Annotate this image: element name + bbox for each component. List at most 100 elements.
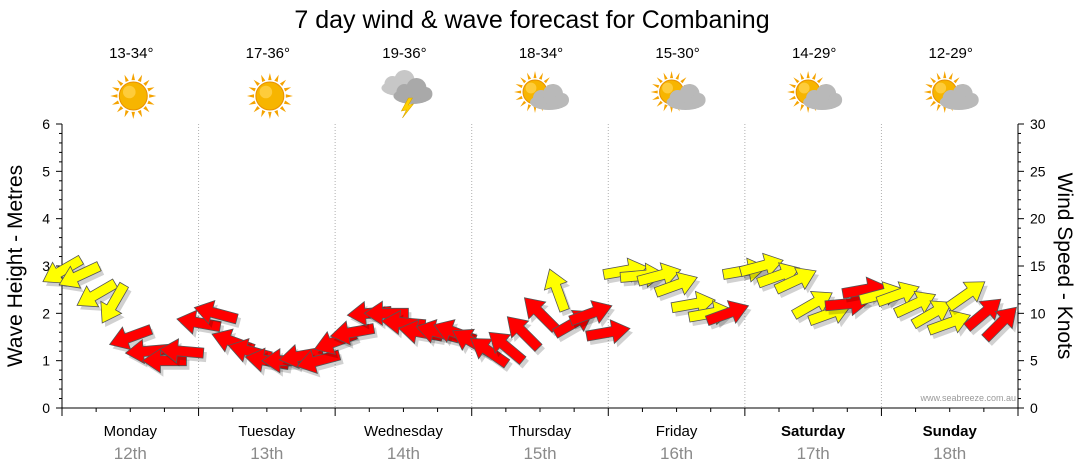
wind-arrow-shape: [363, 300, 409, 327]
date-label: 16th: [660, 444, 693, 463]
wind-arrow-shape: [543, 268, 570, 313]
temperature-row: 13-34° 17-36° 19-36° 18-34° 15-30° 14-29° 12-2…: [109, 45, 973, 62]
wind-arrow: [910, 300, 955, 333]
date-label: 17th: [797, 444, 830, 463]
day-label: Wednesday: [364, 423, 443, 440]
y-axis-label-right: Wind Speed - Knots: [1053, 173, 1076, 360]
wind-arrow: [963, 298, 1004, 336]
day-label: Tuesday: [238, 423, 295, 440]
wind-arrow: [108, 324, 156, 354]
credit-text: www.seabreeze.com.au: [919, 393, 1016, 403]
wind-arrow: [773, 267, 820, 299]
wind-arrow-shape: [470, 338, 511, 369]
cloud-shape: [393, 78, 433, 104]
wind-arrow-shape: [945, 281, 986, 312]
y-tick-label-left: 4: [42, 211, 50, 227]
wind-arrow-shape: [58, 261, 102, 289]
wind-arrow: [945, 281, 988, 316]
wind-arrow: [488, 331, 529, 369]
date-label: 12th: [114, 444, 147, 463]
wind-arrow: [585, 319, 633, 348]
sun-icon: [246, 73, 293, 119]
y-tick-label-right: 25: [1030, 163, 1046, 179]
y-tick-label-left: 3: [42, 258, 50, 274]
wind-arrow-shape: [100, 281, 130, 324]
wind-arrow: [329, 320, 378, 349]
chart-title: 7 day wind & wave forecast for Combaning: [294, 6, 769, 34]
cloud-shape: [530, 84, 569, 110]
wind-arrow: [193, 300, 242, 328]
date-label: 18th: [933, 444, 966, 463]
temperature-label: 14-29°: [792, 45, 836, 62]
wind-arrow-shape: [585, 319, 631, 345]
date-label: 15th: [523, 444, 556, 463]
wind-arrow-shape: [506, 316, 543, 352]
axes: 0 1 2 3 4 5 6 0 5 10 15 20 25 30: [42, 116, 1046, 416]
wind-arrow: [470, 338, 513, 372]
storm-icon: [381, 70, 433, 119]
wind-arrow-shape: [875, 281, 920, 308]
temperature-label: 17-36°: [246, 45, 290, 62]
wind-arrow-shape: [704, 300, 750, 327]
day-label: Monday: [104, 423, 158, 440]
wind-arrow-shape: [773, 267, 817, 295]
sun-rays: [110, 73, 157, 119]
wind-arrow-shape: [893, 290, 937, 319]
wind-arrow-shape: [636, 262, 682, 287]
wind-arrow-shape: [488, 331, 527, 366]
cloud-shape: [666, 84, 706, 110]
wind-arrow: [76, 278, 121, 311]
wind-arrow: [176, 309, 225, 338]
temperature-label: 18-34°: [519, 45, 563, 62]
partly-cloudy-icon: [650, 71, 706, 113]
partly-cloudy-icon: [787, 71, 843, 113]
cloud-shape: [939, 84, 979, 110]
sun-rays: [246, 73, 293, 119]
wind-arrow-shape: [76, 278, 119, 308]
y-tick-label-left: 6: [42, 116, 50, 132]
wind-arrows: [42, 252, 1020, 378]
wind-arrow: [100, 281, 132, 327]
partly-cloudy-icon: [923, 71, 979, 113]
wind-arrow: [981, 306, 1020, 346]
y-tick-label-left: 1: [42, 353, 50, 369]
wind-arrow-shape: [176, 309, 222, 335]
y-tick-label-right: 20: [1030, 211, 1046, 227]
wind-arrow-shape: [124, 338, 171, 365]
y-axis-label-left: Wave Height - Metres: [4, 165, 27, 367]
temperature-label: 19-36°: [382, 45, 426, 62]
y-tick-label-left: 2: [42, 305, 50, 321]
wind-arrow-shape: [653, 271, 698, 298]
sun-icon: [110, 73, 157, 119]
y-tick-label-right: 15: [1030, 258, 1046, 274]
day-label: Friday: [656, 423, 698, 440]
temperature-label: 12-29°: [929, 45, 973, 62]
wind-arrow-shape: [108, 324, 154, 351]
wind-arrow-shape: [329, 320, 376, 346]
temperature-label: 15-30°: [655, 45, 699, 62]
wind-arrow-shape: [42, 254, 85, 284]
date-label: 14th: [387, 444, 420, 463]
wind-arrow-shape: [193, 300, 239, 325]
wind-arrow-shape: [738, 252, 784, 278]
wind-arrow-shape: [568, 300, 613, 327]
wind-arrow-shape: [523, 297, 560, 333]
day-labels: Monday 12th Tuesday 13th Wednesday 14th Thursd…: [104, 423, 978, 463]
wind-arrow-shape: [158, 338, 205, 364]
y-tick-label-right: 10: [1030, 305, 1046, 321]
wind-arrow: [506, 316, 545, 356]
wind-arrow: [704, 300, 752, 330]
wind-arrow: [158, 338, 207, 367]
y-tick-label-left: 5: [42, 163, 50, 179]
cloud-shape: [803, 84, 843, 110]
y-tick-label-left: 0: [42, 400, 50, 416]
weather-icon-row: [110, 70, 979, 119]
temperature-label: 13-34°: [109, 45, 153, 62]
day-label: Thursday: [509, 423, 572, 440]
wind-arrow: [58, 261, 105, 293]
wind-arrow: [653, 271, 701, 302]
y-tick-label-right: 5: [1030, 353, 1038, 369]
date-label: 13th: [250, 444, 283, 463]
y-tick-label-right: 0: [1030, 400, 1038, 416]
